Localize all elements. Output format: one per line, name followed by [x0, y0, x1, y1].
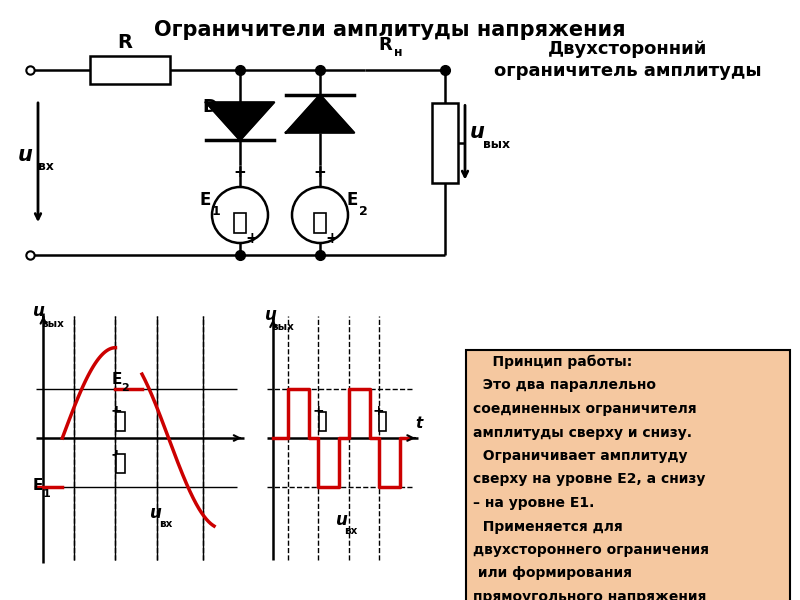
Text: соединенных ограничителя: соединенных ограничителя: [473, 402, 697, 416]
Text: Принцип работы:: Принцип работы:: [473, 355, 632, 370]
Text: E: E: [112, 372, 122, 387]
Text: u: u: [470, 122, 485, 142]
Text: Это два параллельно: Это два параллельно: [473, 379, 656, 392]
Text: +: +: [314, 165, 326, 180]
Text: 1: 1: [212, 205, 220, 218]
Text: вх: вх: [38, 160, 54, 173]
Text: u: u: [337, 511, 348, 529]
Text: н: н: [394, 46, 402, 59]
Text: двухстороннего ограничения: двухстороннего ограничения: [473, 543, 709, 557]
Text: Ограничивает амплитуду: Ограничивает амплитуду: [473, 449, 687, 463]
Text: u: u: [33, 302, 45, 320]
Text: +: +: [111, 448, 122, 462]
Text: +: +: [326, 231, 338, 246]
Bar: [234, 213, 246, 233]
Text: R: R: [118, 33, 133, 52]
Polygon shape: [286, 95, 354, 133]
Text: E: E: [346, 191, 358, 209]
Text: R: R: [378, 36, 392, 54]
Text: +: +: [246, 231, 258, 246]
Bar: [432, 103, 458, 182]
Text: Двухсторонний
ограничитель амплитуды: Двухсторонний ограничитель амплитуды: [494, 40, 762, 80]
Bar: [116, 412, 125, 431]
Bar: [314, 213, 326, 233]
Text: E: E: [199, 191, 210, 209]
Text: u: u: [18, 145, 33, 165]
Text: t: t: [415, 416, 422, 431]
Text: вых: вых: [483, 137, 510, 151]
Polygon shape: [206, 102, 274, 140]
Text: – на уровне E1.: – на уровне E1.: [473, 496, 594, 510]
Text: сверху на уровне E2, а снизу: сверху на уровне E2, а снизу: [473, 473, 706, 487]
Text: вх: вх: [159, 518, 173, 529]
Bar: [319, 412, 326, 431]
Text: E: E: [33, 478, 43, 493]
Text: u: u: [265, 306, 277, 324]
Text: амплитуды сверху и снизу.: амплитуды сверху и снизу.: [473, 425, 692, 439]
Text: +: +: [373, 404, 384, 418]
Bar: [90, 56, 170, 84]
Text: 1: 1: [42, 489, 50, 499]
Text: прямоугольного напряжения: прямоугольного напряжения: [473, 590, 706, 600]
FancyBboxPatch shape: [466, 350, 790, 600]
Text: +: +: [111, 404, 122, 418]
Text: вых: вых: [271, 322, 294, 332]
Text: Применяется для: Применяется для: [473, 520, 622, 533]
Text: D: D: [202, 98, 218, 116]
Bar: [116, 454, 125, 473]
Text: 2: 2: [121, 383, 129, 393]
Text: или формирования: или формирования: [473, 566, 632, 581]
Bar: [379, 412, 386, 431]
Text: вых: вых: [42, 319, 64, 329]
Text: +: +: [234, 165, 246, 180]
Text: +: +: [312, 404, 324, 418]
Text: 2: 2: [358, 205, 367, 218]
Text: u: u: [150, 504, 162, 522]
Text: вх: вх: [344, 526, 358, 536]
Text: Ограничители амплитуды напряжения: Ограничители амплитуды напряжения: [154, 20, 626, 40]
